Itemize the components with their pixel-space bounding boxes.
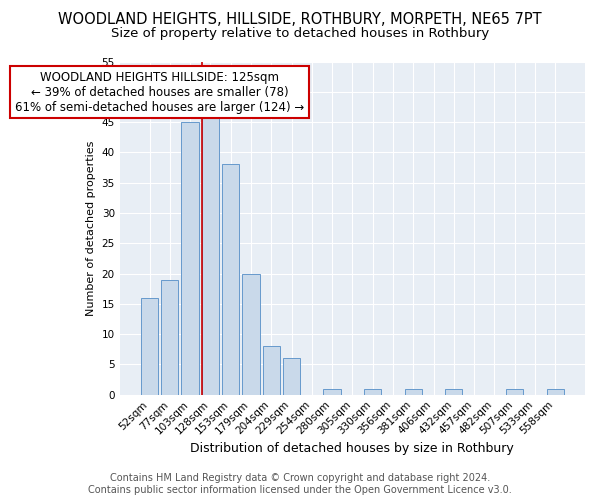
Bar	[364, 388, 381, 394]
Text: Contains HM Land Registry data © Crown copyright and database right 2024.
Contai: Contains HM Land Registry data © Crown c…	[88, 474, 512, 495]
Bar	[222, 164, 239, 394]
Bar	[506, 388, 523, 394]
Bar	[181, 122, 199, 394]
Bar	[263, 346, 280, 395]
Bar	[445, 388, 463, 394]
Bar	[202, 116, 219, 394]
Bar	[161, 280, 178, 394]
Bar	[141, 298, 158, 394]
Bar	[242, 274, 260, 394]
X-axis label: Distribution of detached houses by size in Rothbury: Distribution of detached houses by size …	[190, 442, 514, 455]
Bar	[404, 388, 422, 394]
Bar	[283, 358, 300, 394]
Text: WOODLAND HEIGHTS, HILLSIDE, ROTHBURY, MORPETH, NE65 7PT: WOODLAND HEIGHTS, HILLSIDE, ROTHBURY, MO…	[58, 12, 542, 28]
Y-axis label: Number of detached properties: Number of detached properties	[86, 140, 96, 316]
Bar	[323, 388, 341, 394]
Text: WOODLAND HEIGHTS HILLSIDE: 125sqm
← 39% of detached houses are smaller (78)
61% : WOODLAND HEIGHTS HILLSIDE: 125sqm ← 39% …	[15, 70, 304, 114]
Bar	[547, 388, 564, 394]
Text: Size of property relative to detached houses in Rothbury: Size of property relative to detached ho…	[111, 28, 489, 40]
